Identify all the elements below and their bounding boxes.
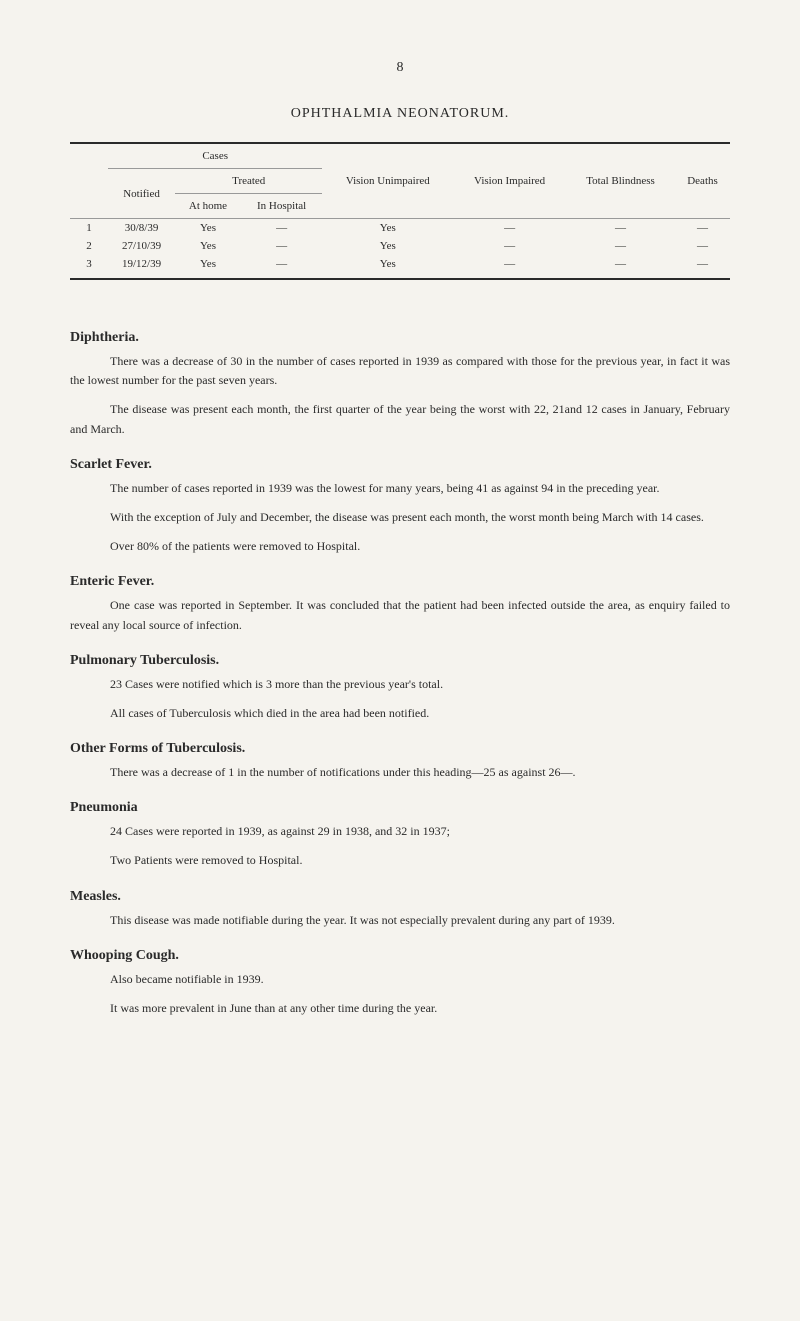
cell-at-home: Yes xyxy=(175,255,241,278)
diphtheria-title: Diphtheria. xyxy=(70,330,730,346)
vision-unimpaired-header: Vision Unimpaired xyxy=(322,144,453,219)
deaths-header: Deaths xyxy=(675,144,730,219)
cell-in-hospital: — xyxy=(241,255,322,278)
enteric-fever-title: Enteric Fever. xyxy=(70,574,730,590)
body-text: The disease was present each month, the … xyxy=(70,400,730,438)
table-wrapper: Cases Vision Unimpaired Vision Impaired … xyxy=(70,142,730,280)
cell-total-blindness: — xyxy=(566,219,675,238)
cell-notified: 27/10/39 xyxy=(108,237,175,255)
cell-vision-unimpaired: Yes xyxy=(322,219,453,238)
body-text: This disease was made notifiable during … xyxy=(70,911,730,930)
table-row: 3 19/12/39 Yes — Yes — — — xyxy=(70,255,730,278)
cell-notified: 30/8/39 xyxy=(108,219,175,238)
notified-header: Notified xyxy=(108,169,175,219)
table-row: 2 27/10/39 Yes — Yes — — — xyxy=(70,237,730,255)
row-num: 2 xyxy=(70,237,108,255)
cell-deaths: — xyxy=(675,237,730,255)
pulmonary-tb-title: Pulmonary Tuberculosis. xyxy=(70,653,730,669)
cell-vision-impaired: — xyxy=(453,219,566,238)
scarlet-fever-title: Scarlet Fever. xyxy=(70,457,730,473)
table-header-row-1: Cases Vision Unimpaired Vision Impaired … xyxy=(70,144,730,169)
treated-header: Treated xyxy=(175,169,322,194)
body-text: All cases of Tuberculosis which died in … xyxy=(70,704,730,723)
body-text: Also became notifiable in 1939. xyxy=(70,970,730,989)
row-num: 1 xyxy=(70,219,108,238)
in-hospital-header: In Hospital xyxy=(241,194,322,219)
cell-notified: 19/12/39 xyxy=(108,255,175,278)
cell-at-home: Yes xyxy=(175,237,241,255)
pneumonia-title: Pneumonia xyxy=(70,800,730,816)
body-text: There was a decrease of 1 in the number … xyxy=(70,763,730,782)
body-text: Two Patients were removed to Hospital. xyxy=(70,851,730,870)
document-page: 8 OPHTHALMIA NEONATORUM. Cases Vision Un… xyxy=(0,0,800,1088)
at-home-header: At home xyxy=(175,194,241,219)
body-text: 24 Cases were reported in 1939, as again… xyxy=(70,822,730,841)
cell-in-hospital: — xyxy=(241,219,322,238)
cell-vision-unimpaired: Yes xyxy=(322,237,453,255)
body-text: There was a decrease of 30 in the number… xyxy=(70,352,730,390)
main-title: OPHTHALMIA NEONATORUM. xyxy=(70,106,730,122)
cell-vision-impaired: — xyxy=(453,237,566,255)
cases-header: Cases xyxy=(108,144,322,169)
cell-in-hospital: — xyxy=(241,237,322,255)
cell-at-home: Yes xyxy=(175,219,241,238)
cell-total-blindness: — xyxy=(566,255,675,278)
cell-vision-unimpaired: Yes xyxy=(322,255,453,278)
ophthalmia-table: Cases Vision Unimpaired Vision Impaired … xyxy=(70,144,730,278)
page-number: 8 xyxy=(70,60,730,76)
body-text: With the exception of July and December,… xyxy=(70,508,730,527)
vision-impaired-header: Vision Impaired xyxy=(453,144,566,219)
cell-deaths: — xyxy=(675,255,730,278)
cell-vision-impaired: — xyxy=(453,255,566,278)
measles-title: Measles. xyxy=(70,889,730,905)
other-tb-title: Other Forms of Tuberculosis. xyxy=(70,741,730,757)
row-num: 3 xyxy=(70,255,108,278)
body-text: 23 Cases were notified which is 3 more t… xyxy=(70,675,730,694)
cell-total-blindness: — xyxy=(566,237,675,255)
body-text: Over 80% of the patients were removed to… xyxy=(70,537,730,556)
body-text: The number of cases reported in 1939 was… xyxy=(70,479,730,498)
whooping-cough-title: Whooping Cough. xyxy=(70,948,730,964)
body-text: It was more prevalent in June than at an… xyxy=(70,999,730,1018)
cell-deaths: — xyxy=(675,219,730,238)
total-blindness-header: Total Blindness xyxy=(566,144,675,219)
body-text: One case was reported in September. It w… xyxy=(70,596,730,634)
table-row: 1 30/8/39 Yes — Yes — — — xyxy=(70,219,730,238)
